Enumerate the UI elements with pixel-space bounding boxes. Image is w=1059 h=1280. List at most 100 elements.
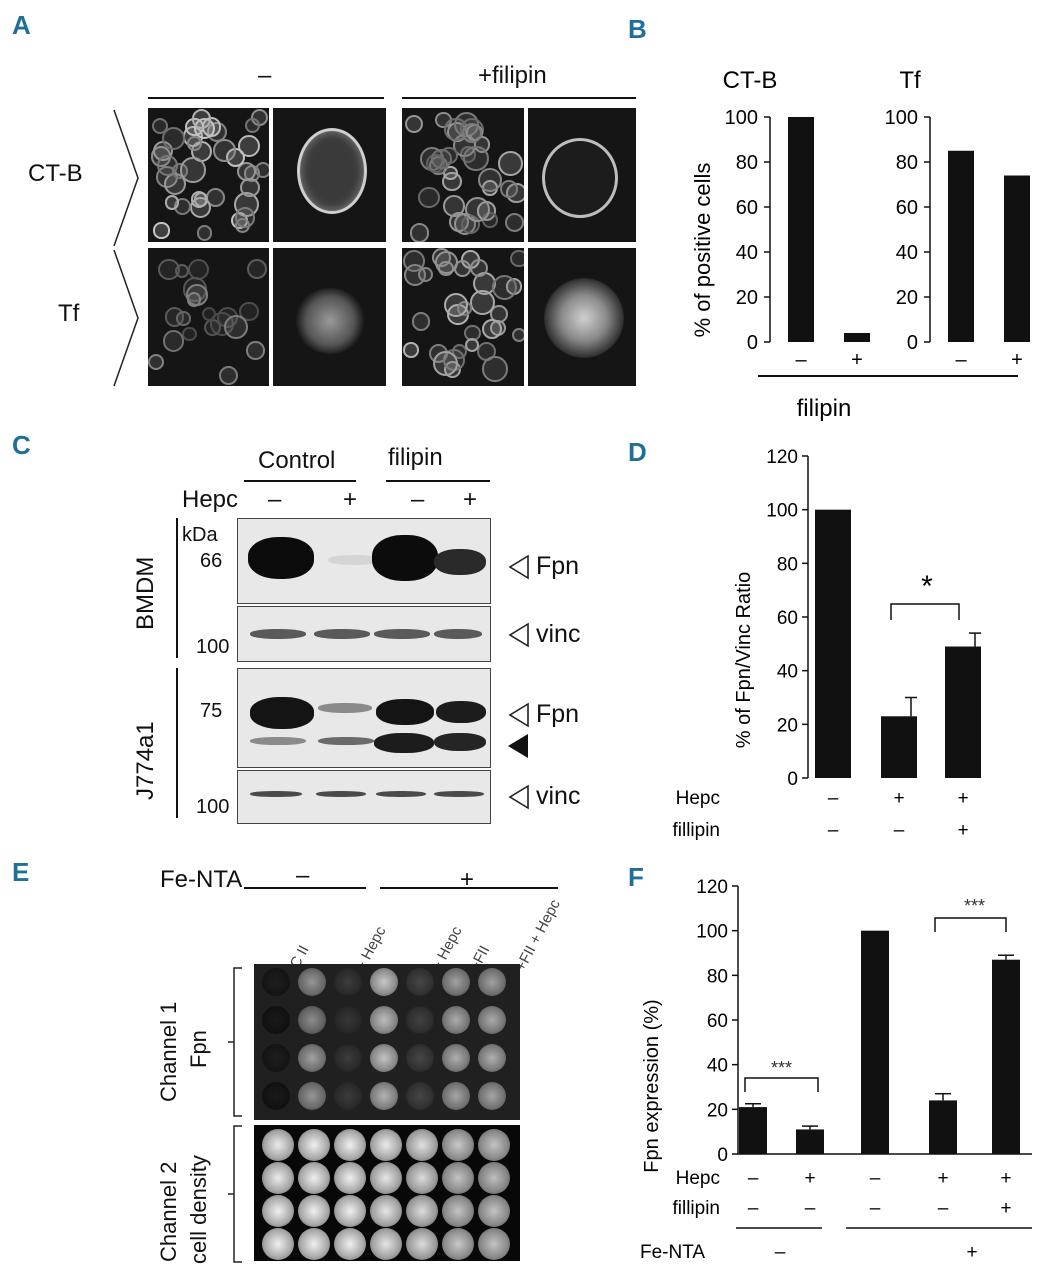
- plate-well: [370, 968, 398, 996]
- chart-b2-xtick-label: +: [1011, 349, 1023, 371]
- panel-c-bracket-j774: [176, 668, 178, 818]
- panel-c-marker-66: 66: [200, 550, 223, 572]
- chart-b1-ytick-label: 100: [725, 107, 758, 129]
- chart-b2-ytick-label: 80: [896, 152, 918, 174]
- chart-d-row2-sign: –: [828, 820, 839, 841]
- plate-well: [370, 1228, 402, 1260]
- chart-b1-ytick-label: 40: [736, 242, 758, 264]
- cell-speck: [482, 319, 503, 340]
- cell-speck: [477, 168, 502, 193]
- panel-e-ch1-line1: Channel 1: [156, 1001, 181, 1102]
- plate-well: [262, 1195, 294, 1227]
- chart-b1-xtick-label: –: [795, 349, 807, 371]
- plate-well: [334, 968, 362, 996]
- chart-f-row2-sign: –: [805, 1198, 816, 1219]
- plate-well: [334, 1195, 366, 1227]
- plate-well: [334, 1044, 362, 1072]
- chart-f-fe-sign: –: [775, 1242, 786, 1263]
- chart-f-row2-label: fillipin: [672, 1198, 720, 1219]
- chart-d-row2-sign: +: [957, 820, 968, 841]
- chart-f-ytick-label: 120: [696, 877, 728, 898]
- cell-speck: [190, 191, 208, 208]
- chart-f-ytick-label: 80: [707, 966, 728, 987]
- plate-well: [442, 1228, 474, 1260]
- chart-f-sig-label: ***: [964, 896, 985, 916]
- cell-speck: [187, 136, 202, 152]
- chart-b2-ytick-label: 0: [907, 332, 918, 354]
- panel-c-filipin-line: [386, 480, 490, 482]
- panel-c-marker-100a: 100: [196, 636, 230, 658]
- cell-speck: [504, 212, 524, 233]
- cell-speck: [461, 122, 483, 144]
- plate-well: [262, 1228, 294, 1260]
- plate-well: [298, 1195, 330, 1227]
- panel-e-fe-plus: +: [460, 866, 475, 893]
- plate-well: [406, 1129, 438, 1161]
- panel-c-label-fpn2: Fpn: [536, 700, 580, 728]
- plate-well: [442, 1006, 470, 1034]
- plate-well: [262, 968, 290, 996]
- chart-f-bar: [992, 959, 1020, 1154]
- plate-well: [406, 1044, 434, 1072]
- panel-e-fe-label: Fe-NTA: [160, 866, 243, 893]
- panel-label-f: F: [628, 862, 644, 892]
- panel-e-ch1-line2: Fpn: [186, 1030, 211, 1068]
- plate-well: [442, 1082, 470, 1110]
- cell-speck: [444, 293, 469, 318]
- plate-well: [262, 1129, 294, 1161]
- cell-speck: [470, 259, 489, 278]
- cell-speck: [403, 263, 426, 286]
- plate-well: [478, 1195, 510, 1227]
- chart-b2-bar: [948, 150, 974, 342]
- panel-c-marker-75: 75: [200, 700, 223, 722]
- chart-b2-ytick-label: 60: [896, 197, 918, 219]
- micrograph-ctb-filipin-cell: [528, 108, 636, 242]
- plate-well: [298, 1044, 326, 1072]
- plate-well: [478, 968, 506, 996]
- panel-c-bracket-bmdm: [176, 518, 178, 658]
- micrograph-ctb-control-cell: [273, 108, 386, 242]
- chart-b1-ytick-label: 60: [736, 197, 758, 219]
- chart-f-bar: [861, 930, 889, 1154]
- chart-d-ytick-label: 80: [777, 554, 798, 575]
- open-triangle-icon: [508, 702, 529, 728]
- chart-d-row1-sign: +: [957, 788, 968, 809]
- cell-speck: [223, 315, 248, 340]
- chart-b-xlabel: filipin: [797, 395, 852, 422]
- chart-d-ytick-label: 100: [766, 501, 798, 522]
- plate-well: [442, 1129, 474, 1161]
- chart-f-bar: [796, 1129, 824, 1154]
- chart-f-row2-sign: +: [1000, 1198, 1011, 1219]
- plate-well: [478, 1129, 510, 1161]
- panel-a-bracket-tf: [113, 249, 139, 387]
- micrograph-tf-filipin-cell: [528, 248, 636, 386]
- micrograph-ctb-filipin-field: [402, 108, 524, 242]
- cell-speck: [240, 177, 260, 198]
- cell-speck: [418, 186, 440, 209]
- plate-well: [262, 1082, 290, 1110]
- panel-c-hepc-sign-4: +: [463, 486, 478, 513]
- panel-d-chart: % of Fpn/Vinc Ratio Hepc fillipin 0 20 40 6…: [672, 447, 981, 841]
- plate-well: [334, 1162, 366, 1194]
- cell-speck: [175, 263, 190, 278]
- cell-speck: [218, 365, 239, 386]
- panel-c-hepc-sign-3: –: [411, 486, 425, 513]
- chart-d-ytick-label: 20: [777, 715, 798, 736]
- panel-a-row-ctb: CT-B: [28, 160, 83, 187]
- cell-speck: [440, 146, 458, 165]
- panel-c-cell-bmdm: BMDM: [132, 556, 159, 630]
- panel-c-control-line: [244, 480, 356, 482]
- panel-label-e: E: [12, 857, 30, 887]
- micrograph-tf-control-field: [148, 248, 269, 386]
- plate-well: [334, 1228, 366, 1260]
- chart-f-row1-sign: +: [937, 1168, 948, 1189]
- chart-f-ytick-label: 60: [707, 1011, 728, 1032]
- cell-speck: [404, 115, 423, 134]
- panel-c-hepc-sign-2: +: [343, 486, 358, 513]
- chart-d-bar: [881, 716, 917, 778]
- chart-f-row1-sign: –: [748, 1168, 759, 1189]
- panel-a-bracket-ctb: [113, 109, 139, 247]
- chart-d-row1-sign: –: [828, 788, 839, 809]
- chart-d-ylabel: % of Fpn/Vinc Ratio: [733, 572, 755, 748]
- panel-e-minus-line: [244, 887, 366, 889]
